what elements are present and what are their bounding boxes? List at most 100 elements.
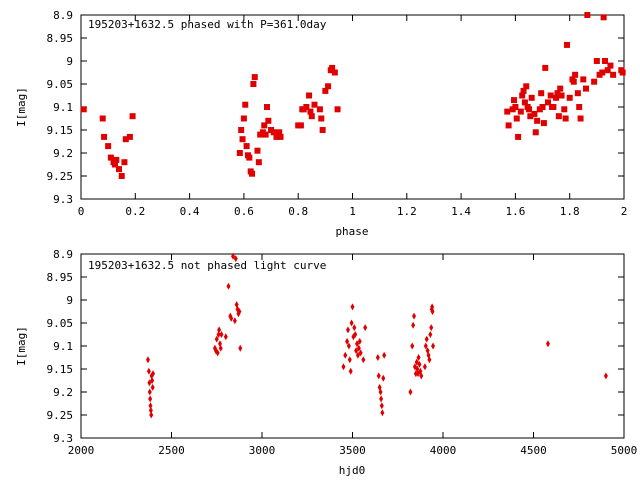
phased-y-tick-label: 9.3 (53, 193, 73, 206)
phased-y-axis: 8.9 8.95 9 9.05 9.1 9.15 9.2 9.25 9.3 (47, 9, 624, 206)
unphased-x-axis-label: hjd0 (339, 464, 366, 477)
phased-data-point (577, 115, 584, 122)
phased-data-point (263, 104, 270, 110)
unphased-data-point (148, 406, 153, 414)
phased-x-tick-label: 0.2 (125, 205, 145, 218)
phased-data-point (600, 14, 607, 21)
unphased-data-point (148, 402, 153, 410)
unphased-data-point (148, 395, 153, 403)
unphased-data-point (413, 370, 418, 378)
phased-x-tick-label: 0.6 (234, 205, 254, 218)
unphased-data-point (350, 303, 355, 311)
unphased-data-point (215, 349, 220, 357)
unphased-data-point (379, 402, 384, 410)
unphased-light-curve-panel: 2000 2500 3000 3500 4000 4500 5000 8.9 8.95 9 9.0… (15, 248, 637, 477)
phased-data-point (582, 85, 589, 92)
phased-data-point (504, 108, 511, 115)
unphased-plot-frame (80, 253, 625, 439)
phased-data-point (270, 129, 277, 136)
unphased-data-point (353, 331, 358, 338)
phased-data-point (307, 108, 314, 115)
unphased-data-point (423, 342, 428, 350)
phased-data-point (276, 129, 283, 136)
unphased-y-tick-label: 9.2 (53, 386, 73, 399)
phased-data-point (297, 122, 304, 129)
unphased-y-tick-label: 8.95 (47, 271, 74, 284)
unphased-data-point (375, 354, 380, 361)
phased-data-point (521, 99, 528, 106)
phased-data-point (262, 131, 269, 138)
phased-data-point (334, 106, 341, 113)
phased-data-point (540, 120, 547, 127)
phased-data-point (558, 92, 565, 99)
unphased-data-point (150, 383, 155, 391)
phased-data-point (118, 173, 125, 179)
unphased-x-tick-label: 3500 (339, 444, 366, 457)
phased-x-axis: 0 0.2 0.4 0.6 0.8 1 1.2 1.4 1.6 1.8 2 (78, 15, 627, 218)
unphased-data-point (150, 377, 155, 384)
unphased-data-point (151, 370, 156, 378)
phased-data-point (607, 62, 614, 69)
phased-data-point (619, 69, 626, 76)
unphased-data-point (354, 347, 359, 355)
phased-data-point (539, 104, 546, 110)
unphased-x-tick-label: 3000 (249, 444, 276, 457)
phased-data-point (513, 115, 520, 122)
unphased-y-tick-label: 9.05 (47, 317, 74, 330)
phased-data-point (512, 104, 519, 110)
phased-y-tick-label: 8.9 (53, 9, 73, 22)
phased-data-point (525, 106, 532, 113)
phased-data-point (505, 122, 512, 129)
unphased-data-point (237, 308, 242, 315)
unphased-y-tick-label: 9.15 (47, 363, 74, 376)
unphased-data-point (427, 356, 432, 364)
unphased-data-point (356, 344, 361, 352)
phased-data-point (107, 154, 114, 161)
unphased-data-point (380, 409, 385, 417)
unphased-data-point (348, 367, 353, 375)
phased-data-point (311, 101, 318, 108)
phased-data-point (246, 154, 253, 161)
unphased-data-point (603, 372, 608, 380)
unphased-y-tick-label: 9.25 (47, 409, 74, 422)
unphased-data-point (352, 324, 357, 332)
unphased-data-point (411, 321, 416, 329)
unphased-data-point (428, 331, 433, 338)
unphased-data-point (355, 340, 360, 348)
phased-data-point (547, 92, 554, 99)
phased-chart-title: 195203+1632.5 phased with P=361.0day (88, 18, 327, 31)
unphased-data-point (226, 282, 231, 290)
unphased-data-point (408, 388, 413, 396)
phased-y-tick-label: 9 (66, 55, 73, 68)
unphased-chart-title: 195203+1632.5 not phased light curve (88, 259, 326, 272)
phased-data-point (129, 113, 136, 120)
phased-x-tick-label: 1.8 (560, 205, 580, 218)
phased-data-point (306, 92, 313, 99)
unphased-data-point (146, 367, 151, 375)
unphased-x-tick-label: 2000 (68, 444, 95, 457)
unphased-data-points (145, 252, 608, 419)
unphased-data-point (357, 337, 362, 345)
phased-data-point (572, 71, 579, 78)
unphased-data-point (419, 372, 424, 380)
phased-data-point (523, 83, 530, 90)
unphased-data-point (149, 411, 154, 419)
unphased-data-point (424, 335, 429, 343)
phased-data-point (557, 85, 564, 92)
unphased-data-point (223, 333, 228, 341)
phased-data-point (277, 133, 284, 140)
phased-data-point (250, 81, 257, 87)
unphased-data-point (412, 312, 417, 320)
unphased-data-point (361, 356, 366, 364)
unphased-data-point (382, 351, 387, 359)
phased-data-point (531, 110, 538, 117)
phased-data-point (604, 67, 611, 74)
phased-data-point (517, 108, 524, 115)
unphased-x-tick-label: 5000 (611, 444, 638, 457)
phased-x-tick-label: 0.4 (180, 205, 200, 218)
phased-data-point (249, 170, 256, 177)
phased-data-point (550, 104, 557, 110)
unphased-data-point (355, 351, 360, 359)
unphased-x-tick-label: 4000 (430, 444, 457, 457)
